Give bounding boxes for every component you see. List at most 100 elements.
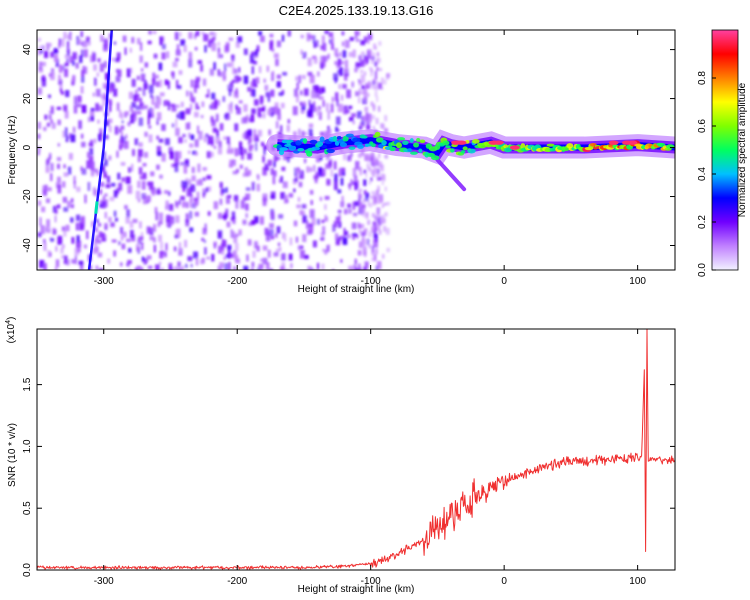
noise-speckle bbox=[243, 75, 249, 84]
noise-speckle bbox=[70, 198, 74, 203]
noise-speckle bbox=[114, 57, 120, 63]
noise-speckle bbox=[226, 149, 232, 154]
noise-speckle bbox=[379, 194, 384, 201]
noise-speckle bbox=[324, 131, 328, 137]
noise-speckle bbox=[287, 30, 291, 37]
noise-speckle bbox=[46, 42, 50, 51]
noise-speckle bbox=[243, 116, 248, 124]
noise-speckle bbox=[254, 99, 259, 106]
noise-speckle bbox=[176, 104, 180, 108]
noise-speckle bbox=[79, 55, 83, 63]
noise-speckle bbox=[213, 36, 216, 40]
tone-blob bbox=[302, 138, 308, 144]
tone-blob bbox=[450, 148, 455, 153]
noise-speckle bbox=[262, 155, 265, 163]
noise-speckle bbox=[71, 259, 76, 264]
noise-speckle bbox=[384, 79, 387, 85]
noise-speckle bbox=[207, 89, 210, 98]
noise-speckle bbox=[158, 261, 162, 265]
noise-speckle bbox=[46, 122, 51, 127]
noise-speckle bbox=[383, 202, 387, 206]
noise-speckle bbox=[219, 262, 224, 268]
noise-speckle bbox=[50, 163, 54, 172]
noise-speckle bbox=[97, 119, 100, 124]
noise-speckle bbox=[139, 55, 143, 63]
noise-speckle bbox=[375, 96, 379, 103]
noise-speckle bbox=[372, 155, 376, 163]
noise-speckle bbox=[171, 163, 177, 168]
noise-speckle bbox=[57, 163, 60, 169]
noise-speckle bbox=[239, 164, 243, 169]
noise-speckle bbox=[370, 68, 374, 73]
tone-blob bbox=[589, 142, 597, 147]
noise-speckle bbox=[222, 246, 225, 256]
noise-speckle bbox=[226, 62, 232, 68]
noise-speckle bbox=[273, 170, 277, 177]
noise-speckle bbox=[238, 100, 243, 104]
noise-speckle bbox=[171, 123, 175, 128]
colorbar-tick-label: 0.4 bbox=[697, 167, 708, 181]
noise-speckle bbox=[318, 96, 324, 100]
noise-speckle bbox=[78, 260, 84, 266]
noise-speckle bbox=[204, 247, 207, 255]
noise-speckle bbox=[355, 38, 360, 42]
noise-speckle bbox=[64, 54, 70, 59]
noise-speckle bbox=[209, 68, 215, 76]
noise-speckle bbox=[252, 78, 258, 88]
noise-speckle bbox=[72, 75, 76, 82]
spectrogram-x-axis: -300 -200 -100 0 100 bbox=[94, 30, 646, 287]
noise-speckle bbox=[160, 241, 164, 250]
tone-blob bbox=[520, 143, 526, 149]
noise-speckle bbox=[158, 221, 163, 225]
noise-speckle bbox=[301, 204, 307, 209]
noise-speckle bbox=[338, 213, 341, 220]
noise-speckle bbox=[210, 116, 214, 123]
noise-speckle bbox=[96, 72, 100, 77]
noise-speckle bbox=[170, 218, 173, 226]
noise-speckle bbox=[280, 125, 283, 133]
noise-speckle bbox=[225, 42, 230, 46]
noise-speckle bbox=[64, 62, 69, 67]
noise-speckle bbox=[300, 90, 303, 96]
noise-speckle bbox=[332, 224, 336, 232]
noise-speckle bbox=[320, 45, 324, 50]
noise-speckle bbox=[341, 31, 345, 36]
noise-speckle bbox=[358, 189, 361, 197]
noise-speckle bbox=[234, 75, 239, 84]
tone-blob bbox=[410, 151, 418, 155]
noise-speckle bbox=[378, 82, 382, 90]
noise-speckle bbox=[168, 263, 173, 270]
tone-blob bbox=[326, 148, 335, 154]
noise-speckle bbox=[217, 212, 223, 219]
noise-speckle bbox=[317, 262, 320, 270]
noise-speckle bbox=[319, 131, 325, 137]
noise-speckle bbox=[344, 68, 348, 74]
noise-speckle bbox=[207, 135, 211, 145]
noise-speckle bbox=[73, 180, 76, 189]
noise-speckle bbox=[365, 228, 368, 232]
noise-speckle bbox=[174, 158, 180, 166]
noise-speckle bbox=[316, 108, 321, 116]
noise-speckle bbox=[278, 214, 284, 219]
noise-speckle bbox=[344, 59, 349, 69]
noise-speckle bbox=[181, 265, 185, 270]
noise-speckle bbox=[308, 223, 314, 231]
noise-speckle bbox=[281, 232, 285, 239]
tone-blobs bbox=[272, 131, 675, 161]
noise-speckle bbox=[140, 232, 144, 239]
noise-speckle bbox=[337, 69, 340, 74]
noise-speckle bbox=[161, 123, 166, 131]
noise-speckle bbox=[262, 166, 267, 176]
noise-speckle bbox=[362, 206, 366, 213]
noise-speckle bbox=[103, 92, 106, 97]
noise-speckle bbox=[48, 94, 51, 99]
noise-speckle bbox=[156, 188, 161, 195]
noise-speckle bbox=[209, 151, 214, 158]
noise-speckle bbox=[89, 147, 94, 156]
noise-speckle bbox=[384, 154, 388, 159]
noise-speckle bbox=[54, 205, 57, 213]
noise-speckle bbox=[360, 170, 363, 175]
tone-blob bbox=[419, 139, 426, 144]
noise-speckle bbox=[137, 198, 141, 203]
